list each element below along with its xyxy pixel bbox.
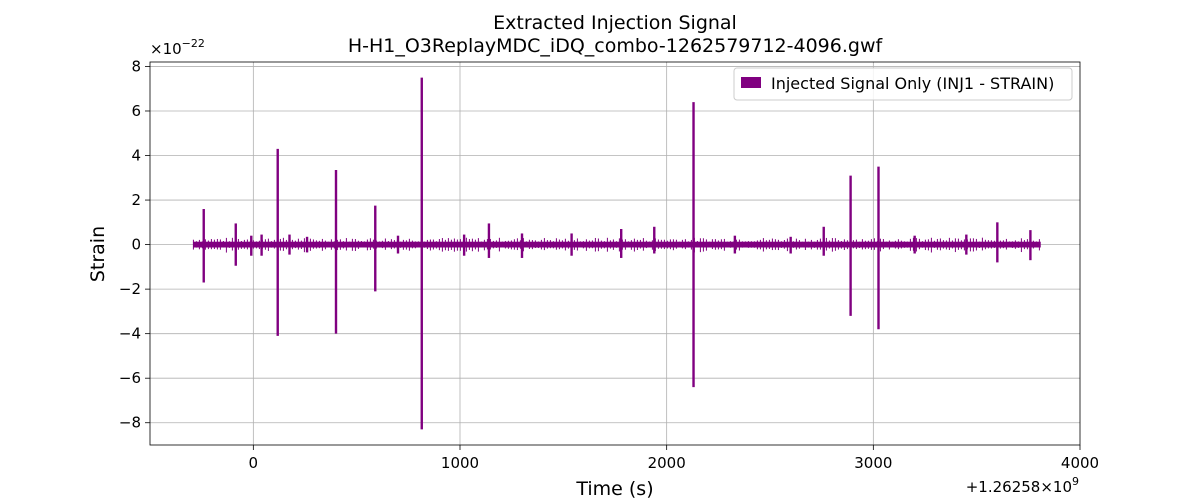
y-multiplier: ×10−22 bbox=[150, 37, 205, 58]
y-tick-label: −2 bbox=[119, 280, 141, 298]
y-tick-label: −4 bbox=[119, 325, 141, 343]
signal-band bbox=[193, 241, 1041, 248]
legend: Injected Signal Only (INJ1 - STRAIN) bbox=[733, 67, 1073, 101]
x-offset-exp: 9 bbox=[1072, 475, 1079, 488]
x-tick-label: 2000 bbox=[648, 454, 686, 472]
legend-label: Injected Signal Only (INJ1 - STRAIN) bbox=[771, 74, 1054, 93]
x-tick-label: 3000 bbox=[854, 454, 892, 472]
y-multiplier-exp: −22 bbox=[182, 37, 205, 50]
y-tick-label: −8 bbox=[119, 414, 141, 432]
y-tick-label: 6 bbox=[131, 102, 141, 120]
legend-box bbox=[733, 67, 1073, 101]
plot-frame bbox=[149, 61, 1081, 446]
axis-ticks: 0 1000 2000 3000 4000 −8 −6 −4 −2 0 2 4 6 8 bbox=[119, 57, 1099, 472]
x-tick-label: 1000 bbox=[441, 454, 479, 472]
x-tick-label: 4000 bbox=[1061, 454, 1099, 472]
y-tick-label: 2 bbox=[131, 191, 141, 209]
x-offset: +1.26258×109 bbox=[966, 475, 1079, 496]
y-tick-label: 8 bbox=[131, 57, 141, 75]
y-multiplier-base: ×10 bbox=[150, 40, 182, 58]
data-series bbox=[192, 77, 1041, 430]
y-axis-title: Strain bbox=[87, 226, 109, 282]
x-tick-label: 0 bbox=[249, 454, 259, 472]
chart-title: Extracted Injection Signal bbox=[493, 12, 737, 34]
y-tick-label: 0 bbox=[131, 236, 141, 254]
x-axis-title: Time (s) bbox=[575, 478, 653, 500]
y-tick-label: −6 bbox=[119, 369, 141, 387]
chart-subtitle: H-H1_O3ReplayMDC_iDQ_combo-1262579712-40… bbox=[348, 35, 884, 57]
legend-swatch bbox=[741, 77, 761, 88]
x-offset-base: +1.26258×10 bbox=[966, 478, 1072, 496]
y-tick-label: 4 bbox=[131, 147, 141, 165]
